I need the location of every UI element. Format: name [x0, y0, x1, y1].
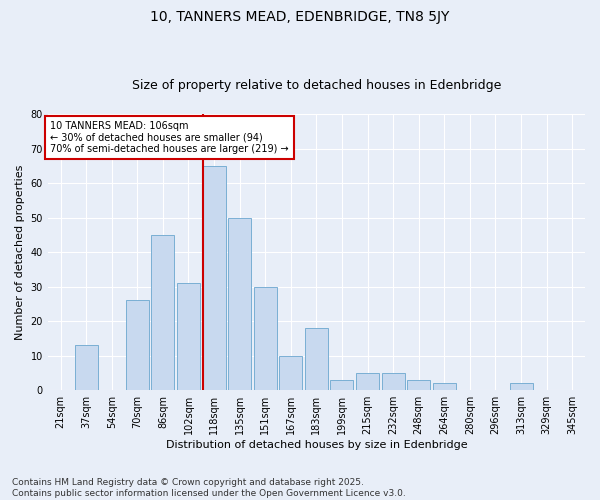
- Title: Size of property relative to detached houses in Edenbridge: Size of property relative to detached ho…: [132, 79, 501, 92]
- Bar: [74, 346, 98, 390]
- Bar: [126, 300, 149, 390]
- Bar: [280, 356, 302, 390]
- Bar: [228, 218, 251, 390]
- Bar: [356, 373, 379, 390]
- Text: 10, TANNERS MEAD, EDENBRIDGE, TN8 5JY: 10, TANNERS MEAD, EDENBRIDGE, TN8 5JY: [151, 10, 449, 24]
- Y-axis label: Number of detached properties: Number of detached properties: [15, 164, 25, 340]
- Text: 10 TANNERS MEAD: 106sqm
← 30% of detached houses are smaller (94)
70% of semi-de: 10 TANNERS MEAD: 106sqm ← 30% of detache…: [50, 121, 289, 154]
- Bar: [509, 384, 533, 390]
- Bar: [151, 235, 175, 390]
- Bar: [177, 283, 200, 390]
- Bar: [203, 166, 226, 390]
- Bar: [305, 328, 328, 390]
- Bar: [331, 380, 353, 390]
- Bar: [407, 380, 430, 390]
- Bar: [433, 384, 456, 390]
- Bar: [254, 286, 277, 390]
- Text: Contains HM Land Registry data © Crown copyright and database right 2025.
Contai: Contains HM Land Registry data © Crown c…: [12, 478, 406, 498]
- X-axis label: Distribution of detached houses by size in Edenbridge: Distribution of detached houses by size …: [166, 440, 467, 450]
- Bar: [382, 373, 404, 390]
